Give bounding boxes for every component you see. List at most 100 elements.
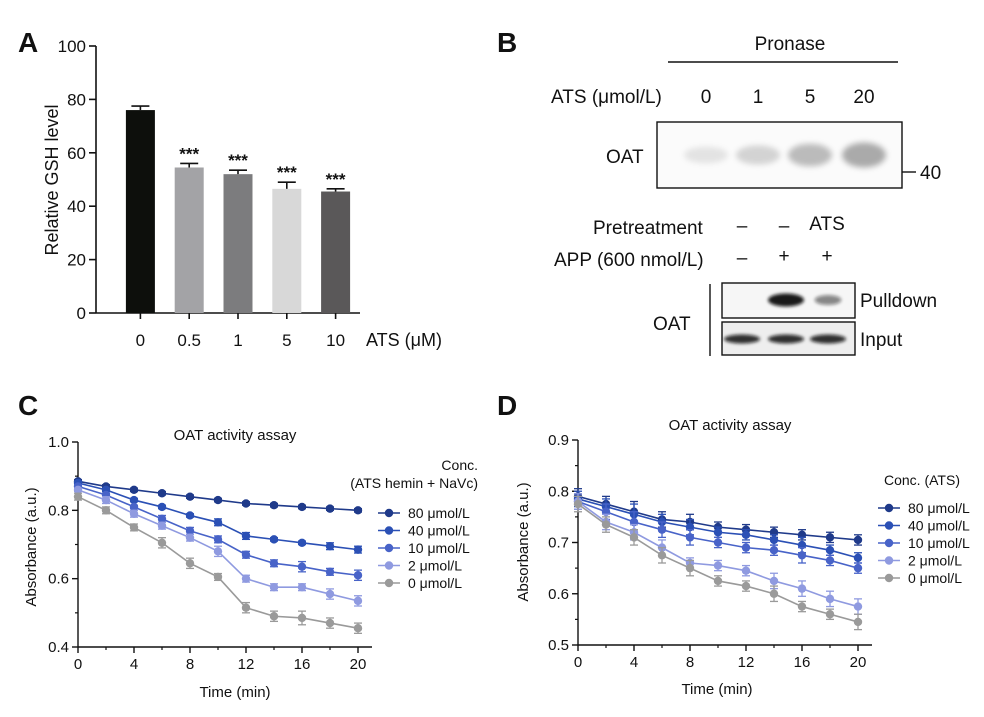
data-point [101,495,111,505]
x-tick-label: 12 [738,654,755,671]
data-point [853,617,863,627]
data-point [297,538,307,547]
legend: Conc. (ATS) 80 μmol/L 40 μmol/L10 μmol/L 2 … [878,472,970,586]
data-point [797,602,807,611]
data-point [241,531,251,541]
data-point [713,538,723,547]
x-tick-label: 5 [282,331,291,350]
data-point [769,576,779,586]
y-tick-label: 80 [67,90,86,109]
data-point [129,502,139,512]
app-lane-1: – [737,248,748,269]
data-point [601,520,611,529]
series-line [77,489,359,602]
app-lane-3: + [821,246,832,267]
data-point [685,563,695,573]
data-point [325,589,335,599]
data-point [657,525,667,534]
legend-swatch-marker [384,578,394,588]
x-tick-label: 16 [794,654,811,671]
data-point [741,543,751,552]
ats-dose-0: 0 [701,87,712,108]
legend-label: 10 μmol/L [408,540,470,556]
data-point [157,489,167,498]
series [73,477,363,634]
series-0-mol-l [73,492,363,634]
data-point [797,551,807,560]
chart-title: OAT activity assay [669,417,792,434]
legend-label: 0 μmol/L [908,570,962,586]
legend-swatch-marker [384,526,394,535]
y-axis-label: Absorbance (a.u.) [23,487,40,606]
data-point [629,533,639,542]
x-tick-label: 16 [294,656,311,673]
data-point [269,612,279,621]
data-point [241,603,251,612]
series-line [77,480,359,512]
band [684,146,728,164]
mw-marker: 40 [920,163,941,184]
data-point [185,526,195,536]
series-2-mol-l [73,485,363,607]
data-point [741,581,751,591]
legend-label: 2 μmol/L [408,558,462,574]
data-point [853,553,863,563]
data-point [241,550,251,559]
y-tick-label: 0.6 [548,586,569,603]
pretreatment-lane-1: – [737,216,748,237]
pretreatment-lane-2: – [779,216,790,237]
data-point [797,584,807,593]
data-point [157,538,167,547]
legend-swatch-marker [384,543,394,553]
app-lane-2: + [778,246,789,267]
legend-swatch-marker [884,521,894,530]
data-point [213,547,223,556]
data-point [853,535,863,545]
bar [223,174,253,313]
data-point [825,610,835,619]
data-point [853,602,863,611]
data-point [269,559,279,568]
chart-title: OAT activity assay [174,427,297,444]
x-tick-label: 1 [233,331,242,350]
data-point [353,545,363,554]
legend-label: 0 μmol/L [408,575,462,591]
top-blot-bands [684,142,886,168]
pulldown-bands [768,293,842,307]
oat-label-bottom: OAT [653,314,691,335]
data-point [185,511,195,520]
legend-swatch-marker [384,508,394,518]
oat-label-top: OAT [606,147,644,168]
ats-dose-20: 20 [853,87,874,108]
legend-title: Conc. [441,457,478,473]
band [842,142,886,168]
series [573,488,863,631]
pretreatment-lane-3: ATS [809,214,845,235]
data-point [241,499,251,508]
data-point [769,535,779,545]
x-tick-label: 12 [238,656,255,673]
data-point [657,551,667,560]
data-point [157,521,167,530]
data-point [353,596,363,606]
series-10-mol-l [73,482,363,582]
data-point [825,594,835,604]
legend-title: Conc. (ATS) [884,472,960,488]
data-point [269,583,279,592]
legend: Conc. (ATS hemin + NaVc) 80 μmol/L 40 μmol/… [350,457,478,591]
significance-mark: *** [179,144,199,163]
data-point [825,533,835,542]
x-tick-label: 8 [186,656,194,673]
data-point [297,583,307,592]
data-point [129,485,139,495]
legend-swatch-marker [884,573,894,583]
x-tick-label: 0.5 [177,331,201,350]
data-point [769,589,779,598]
legend-swatch-marker [384,561,394,570]
bar [272,188,302,313]
data-point [213,535,223,544]
x-axis-label: Time (min) [681,681,752,698]
series-80-mol-l [73,477,363,515]
significance-mark: *** [277,163,297,182]
series-2-mol-l [573,493,863,615]
